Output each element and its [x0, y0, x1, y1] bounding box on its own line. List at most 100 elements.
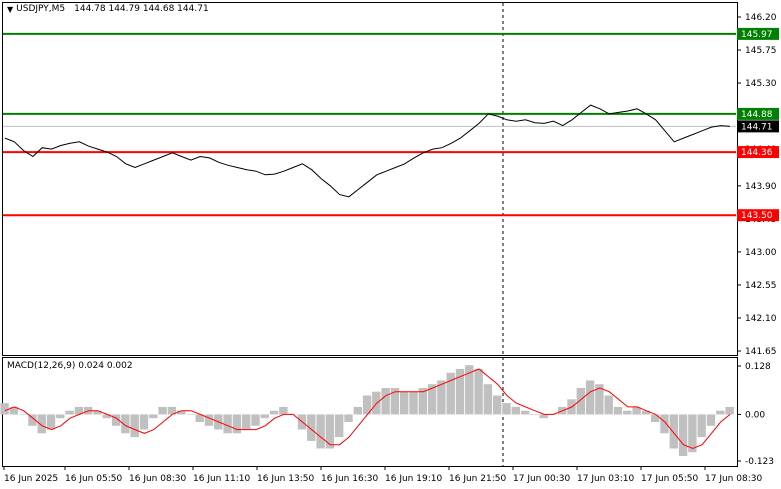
macd-histogram-bar — [716, 410, 725, 415]
macd-histogram-bar — [511, 406, 520, 415]
macd-histogram-bar — [121, 414, 130, 434]
level-price-label: 144.88 — [741, 110, 773, 120]
macd-histogram-bar — [427, 384, 437, 415]
macd-histogram-bar — [381, 388, 390, 415]
time-axis-label: 16 Jun 2025 — [4, 474, 58, 484]
time-axis-label: 16 Jun 05:50 — [65, 474, 122, 484]
macd-histogram-bar — [37, 414, 46, 434]
price-axis-label: 145.75 — [745, 46, 777, 56]
time-axis-label: 16 Jun 13:50 — [257, 474, 314, 484]
macd-histogram-bar — [585, 380, 595, 415]
macd-histogram-bar — [641, 410, 651, 415]
symbol-label: USDJPY,M5 — [16, 4, 66, 14]
time-axis-label: 16 Jun 16:30 — [321, 474, 378, 484]
macd-histogram-bar — [139, 414, 149, 430]
macd-histogram-bar — [102, 414, 111, 419]
macd-histogram-bar — [251, 414, 260, 426]
macd-histogram-bar — [232, 414, 242, 434]
macd-histogram-bar — [242, 414, 251, 430]
macd-histogram-bar — [149, 414, 158, 419]
macd-histogram-bar — [195, 414, 204, 422]
macd-histogram-bar — [418, 388, 427, 415]
macd-histogram-bar — [651, 414, 660, 422]
macd-histogram-bar — [167, 406, 177, 415]
level-price-tag — [737, 27, 779, 40]
macd-signal-line — [4, 368, 731, 450]
price-axis-label: 143.00 — [745, 248, 777, 258]
level-price-label: 145.97 — [741, 30, 773, 40]
macd-histogram-bar — [725, 406, 734, 415]
macd-histogram-bar — [279, 406, 288, 415]
macd-histogram-bar — [390, 388, 400, 415]
macd-histogram-bar — [353, 406, 362, 415]
chart-header: ▼ USDJPY,M5 144.78 144.79 144.68 144.71 — [7, 4, 209, 14]
macd-histogram-bar — [316, 414, 325, 449]
macd-histogram-bar — [130, 414, 139, 438]
macd-histogram-bar — [28, 414, 37, 426]
macd-histogram-bar — [697, 414, 706, 438]
macd-histogram-bar — [65, 410, 74, 415]
macd-histogram-bar — [400, 391, 409, 415]
macd-histogram-bar — [307, 414, 316, 441]
price-axis-label: 142.55 — [745, 281, 777, 291]
macd-histogram-bar — [539, 414, 548, 419]
macd-histogram-bar — [186, 414, 195, 415]
ohlc-label: 144.78 144.79 144.68 144.71 — [74, 4, 209, 14]
macd-histogram-bar — [483, 384, 493, 415]
macd-histogram-bar — [623, 410, 632, 415]
macd-histogram-bar — [455, 369, 465, 415]
price-axis-label: 141.65 — [745, 347, 777, 357]
time-axis-label: 16 Jun 11:10 — [193, 474, 250, 484]
current-price-label: 144.71 — [741, 122, 773, 132]
macd-histogram-bar — [678, 414, 688, 456]
macd-axis-label: 0.00 — [745, 410, 765, 420]
level-price-tag — [737, 107, 779, 120]
macd-histogram-bar — [604, 395, 613, 415]
macd-histogram-bar — [669, 414, 678, 449]
level-price-label: 143.50 — [741, 211, 773, 221]
macd-header: MACD(12,26,9) 0.024 0.002 — [7, 361, 133, 371]
macd-histogram-bar — [325, 414, 335, 449]
macd-histogram-bar — [502, 403, 511, 415]
macd-histogram-bar — [56, 414, 65, 419]
price-axis-label: 145.30 — [745, 79, 777, 89]
price-axis-label: 146.20 — [745, 13, 777, 23]
macd-histogram-bar — [46, 414, 56, 430]
price-axis-label: 143.90 — [745, 182, 777, 192]
time-axis-label: 16 Jun 08:30 — [129, 474, 186, 484]
macd-histogram-bar — [576, 388, 585, 415]
price-series-line — [4, 104, 731, 198]
macd-histogram-bar — [74, 406, 84, 415]
level-price-tag — [737, 209, 779, 222]
macd-histogram-bar — [0, 403, 9, 415]
time-axis-label: 16 Jun 21:50 — [449, 474, 506, 484]
triangle-down-icon[interactable]: ▼ — [7, 4, 14, 14]
time-axis-label: 17 Jun 03:10 — [577, 474, 634, 484]
macd-histogram-bar — [269, 410, 279, 415]
macd-histogram-bar — [465, 365, 474, 415]
level-price-tag — [737, 146, 779, 159]
macd-histogram-bar — [613, 406, 623, 415]
macd-histogram-bar — [632, 406, 641, 415]
level-price-label: 144.36 — [741, 148, 773, 158]
macd-histogram-bar — [93, 410, 102, 415]
macd-histogram-bar — [18, 414, 28, 415]
macd-histogram-bar — [520, 410, 530, 415]
macd-histogram-bar — [493, 395, 502, 415]
macd-histogram-bar — [204, 414, 214, 426]
macd-histogram-bar — [111, 414, 121, 426]
macd-histogram-bar — [362, 395, 372, 415]
macd-histogram-bar — [530, 414, 539, 415]
macd-histogram-bar — [595, 384, 604, 415]
macd-histogram-bar — [706, 414, 716, 426]
macd-histogram-bar — [335, 414, 344, 438]
price-chart-pane[interactable] — [2, 2, 738, 356]
time-axis-label: 17 Jun 05:50 — [641, 474, 698, 484]
macd-histogram-bar — [409, 391, 418, 415]
price-axis-label: 142.10 — [745, 314, 777, 324]
macd-histogram-bar — [177, 410, 186, 415]
macd-histogram-bar — [9, 406, 18, 415]
macd-histogram-bar — [437, 380, 446, 415]
macd-histogram-bar — [158, 406, 167, 415]
macd-histogram-bar — [660, 414, 669, 434]
